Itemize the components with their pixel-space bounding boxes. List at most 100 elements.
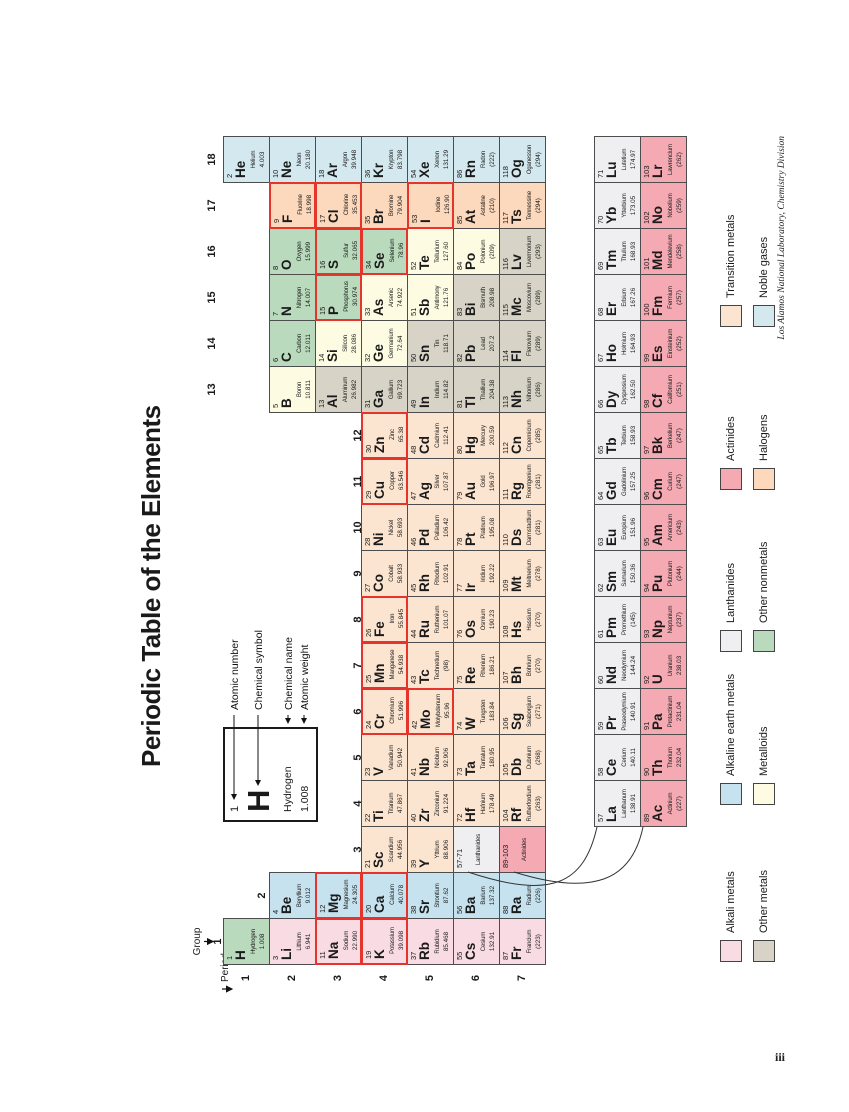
element-symbol: O — [279, 259, 294, 270]
element-name: Indium — [434, 380, 441, 399]
page-number: iii — [775, 1050, 786, 1064]
element-cell-Rb: 37 Rb Rubidium 85.468 — [407, 918, 454, 965]
element-symbol: H — [233, 950, 248, 960]
atomic-weight: 190.23 — [489, 609, 496, 630]
atomic-weight: (270) — [535, 612, 542, 627]
atomic-weight: 63.546 — [398, 470, 405, 491]
element-symbol: Cl — [326, 209, 341, 224]
page-title: Periodic Table of the Elements — [136, 405, 166, 767]
legend-label: Alkaline earth metals — [725, 673, 737, 776]
group-label-2: 2 — [256, 892, 268, 899]
element-name: Iodine — [435, 196, 442, 213]
element-symbol: In — [417, 396, 432, 408]
atomic-weight: 126.90 — [444, 194, 451, 215]
element-cell-Rg: 111 Rg Roentgenium (281) — [499, 458, 546, 505]
element-name: Nickel — [388, 519, 395, 536]
element-symbol: Ds — [509, 528, 524, 546]
element-cell-Sn: 50 Sn Tin 118.71 — [407, 320, 454, 367]
element-name: Boron — [296, 381, 303, 398]
element-name: Vanadium — [388, 744, 395, 771]
atomic-weight: (259) — [676, 198, 683, 213]
atomic-weight: 101.07 — [443, 609, 450, 630]
atomic-weight: 114.82 — [443, 380, 450, 399]
element-name: Chromium — [389, 697, 396, 724]
element-symbol: Hf — [463, 807, 478, 822]
element-name: Cerium — [621, 748, 628, 767]
element-symbol: Se — [372, 252, 387, 269]
element-symbol: Sn — [417, 344, 432, 362]
element-name: Bromine — [388, 194, 395, 217]
element-name: Neon — [296, 152, 303, 167]
element-cell-Po: 84 Po Polonium (209) — [453, 228, 500, 275]
element-symbol: Ga — [371, 389, 386, 408]
atomic-weight: (247) — [676, 474, 683, 489]
element-cell-Pr: 59 Pr Praseodymium 140.91 — [594, 688, 641, 735]
element-cell-Au: 79 Au Gold 196.97 — [453, 458, 500, 505]
element-symbol: Na — [326, 941, 341, 959]
atomic-weight: 51.996 — [398, 700, 405, 721]
element-cell-Ra: 88 Ra Radium (226) — [499, 872, 546, 919]
legend-label: Other nonmetals — [758, 541, 770, 623]
credit-line: Los Alamos National Laboratory, Chemistr… — [777, 136, 787, 340]
element-name: Meitnerium — [526, 559, 533, 588]
element-symbol: Pr — [604, 715, 619, 730]
element-cell-Ca: 20 Ca Calcium 40.078 — [361, 872, 408, 919]
element-name: Rubidium — [434, 929, 441, 954]
element-name: Bismuth — [480, 287, 487, 308]
atomic-weight: (278) — [535, 566, 542, 581]
element-cell-La: 57 La Lanthanum 138.91 — [594, 780, 641, 827]
atomic-weight: 238.03 — [676, 655, 683, 676]
element-cell-Am: 95 Am Americium (243) — [640, 504, 687, 551]
element-name: Livermorium — [526, 235, 533, 268]
element-symbol: Sg — [509, 712, 524, 730]
element-cell-Ar: 18 Ar Argon 39.948 — [315, 136, 362, 183]
element-cell-Rh: 45 Rh Rhodium 102.91 — [407, 550, 454, 597]
element-name: Yttrium — [434, 840, 441, 859]
element-symbol: Ni — [371, 532, 386, 547]
element-cell-Sg: 106 Sg Seaborgium (271) — [499, 688, 546, 735]
element-name: Strontium — [434, 883, 441, 908]
element-symbol: Rb — [417, 942, 432, 960]
element-name: Europium — [621, 515, 628, 540]
element-name: Dysprosium — [621, 374, 628, 405]
element-symbol: Rh — [417, 574, 432, 592]
element-symbol: Db — [509, 758, 524, 776]
element-name: Fermium — [667, 286, 674, 309]
element-cell-Th: 90 Th Thorium 232.04 — [640, 734, 687, 781]
element-symbol: Ca — [372, 895, 387, 913]
atomic-weight: 140.11 — [630, 748, 637, 767]
element-cell-Be: 4 Be Beryllium 9.012 — [269, 872, 316, 919]
element-symbol: Es — [650, 345, 665, 362]
rotated-table-canvas: Periodic Table of the Elements Group Per… — [120, 92, 800, 1012]
element-cell-Pt: 78 Pt Platinum 195.08 — [453, 504, 500, 551]
atomic-weight: 10.811 — [305, 380, 312, 399]
atomic-weight: 30.974 — [352, 286, 359, 307]
atomic-weight: 192.22 — [489, 563, 496, 584]
element-cell-Pb: 82 Pb Lead 207.2 — [453, 320, 500, 367]
element-cell-Bi: 83 Bi Bismuth 208.98 — [453, 274, 500, 321]
atomic-weight: (293) — [535, 244, 542, 259]
atomic-weight: (286) — [535, 382, 542, 397]
atomic-weight: 127.60 — [443, 241, 450, 262]
element-name: Rhenium — [480, 654, 487, 677]
element-cell-Tb: 65 Tb Terbium 158.93 — [594, 412, 641, 459]
period-label-2: 2 — [286, 974, 298, 982]
element-name: Oganesson — [526, 144, 533, 175]
element-name: Carbon — [296, 334, 303, 353]
atomic-weight: 107.87 — [443, 471, 450, 492]
element-cell-Er: 68 Er Erbium 167.26 — [594, 274, 641, 321]
element-symbol: Po — [463, 252, 478, 270]
element-symbol: Sm — [604, 570, 619, 592]
atomic-weight: 151.96 — [630, 517, 637, 538]
element-name: Selenium — [389, 238, 396, 263]
element-symbol: La — [604, 806, 619, 822]
element-cell-Md: 101 Md Mendelevium (258) — [640, 228, 687, 275]
element-name: Curium — [667, 472, 674, 491]
element-symbol: Hg — [463, 436, 478, 454]
element-symbol: Rf — [509, 807, 524, 822]
atomic-weight: 12.011 — [305, 334, 312, 353]
element-cell-P: 15 P Phosphorus 30.974 — [315, 274, 362, 321]
element-cell-Ba: 56 Ba Barium 137.32 — [453, 872, 500, 919]
element-symbol: Kr — [371, 162, 386, 178]
atomic-weight: (262) — [676, 152, 683, 167]
